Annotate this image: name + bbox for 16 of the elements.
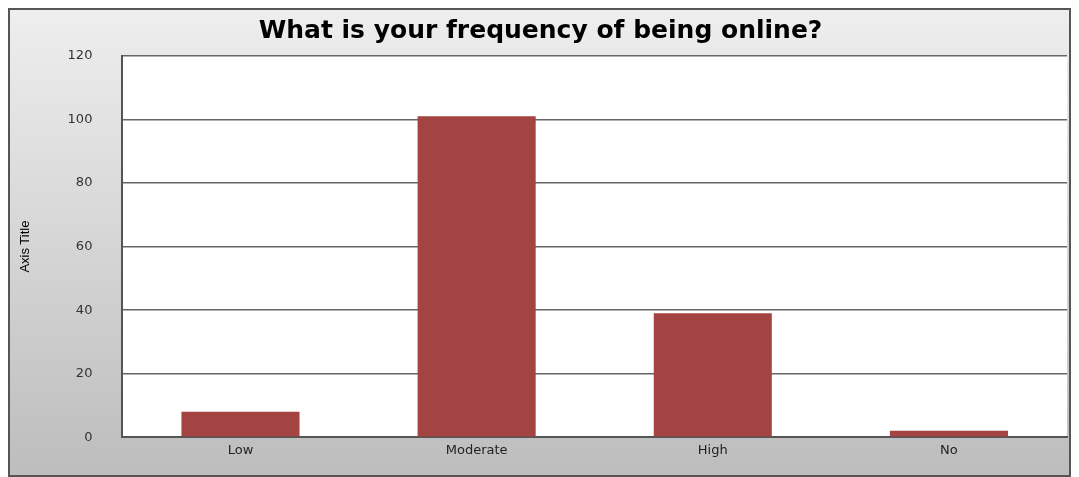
y-tick-label: 40 — [75, 301, 93, 317]
y-tick-label: 60 — [75, 237, 93, 253]
bar — [417, 116, 536, 437]
y-tick-label: 120 — [67, 47, 93, 63]
chart-title: What is your frequency of being online? — [258, 14, 823, 44]
x-tick-label: No — [940, 442, 958, 458]
y-tick-label: 80 — [75, 174, 93, 190]
bar — [653, 313, 772, 437]
y-axis-title: Axis Title — [17, 220, 33, 273]
bar — [181, 411, 300, 437]
x-tick-label: Moderate — [445, 442, 508, 458]
y-tick-label: 20 — [75, 365, 93, 381]
x-tick-label: Low — [227, 442, 254, 458]
y-tick-label: 100 — [67, 110, 93, 126]
y-tick-label: 0 — [84, 428, 93, 444]
x-tick-label: High — [697, 442, 728, 458]
